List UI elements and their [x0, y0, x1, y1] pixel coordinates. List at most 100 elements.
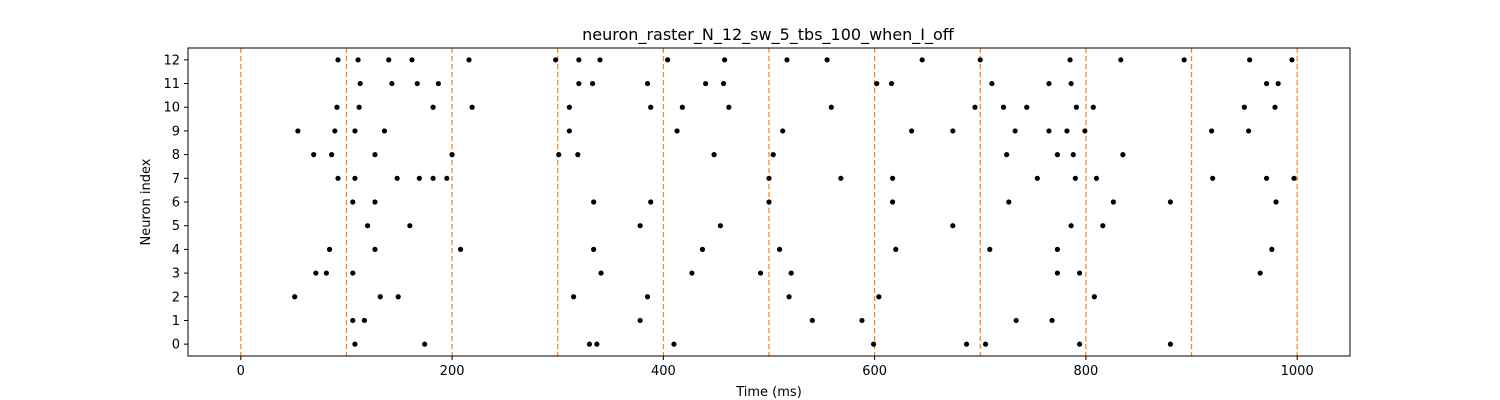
spike-point-n11-0 — [357, 80, 363, 87]
y-tick-label-7: 7 — [172, 172, 180, 187]
spike-point-n5-6 — [1100, 223, 1106, 229]
spike-point-n3-9 — [1257, 270, 1263, 276]
spike-point-n1-0 — [350, 317, 356, 324]
x-tick-label-0: 0 — [237, 364, 245, 379]
spike-point-n0-0 — [352, 341, 358, 347]
spike-point-n12-0 — [335, 57, 341, 63]
y-tick-label-12: 12 — [163, 53, 180, 68]
spike-point-n3-4 — [689, 270, 695, 276]
chart-title: neuron_raster_N_12_sw_5_tbs_100_when_I_o… — [582, 25, 955, 45]
spike-point-n1-3 — [809, 317, 815, 324]
spike-point-n9-7 — [909, 128, 915, 134]
spike-point-n3-0 — [313, 270, 319, 276]
spike-point-n0-6 — [963, 341, 970, 347]
y-tick-label-0: 0 — [172, 338, 180, 353]
spike-point-n10-5 — [648, 104, 654, 110]
spike-point-n10-8 — [828, 104, 834, 110]
spike-point-n7-8 — [889, 175, 896, 181]
spike-point-n11-9 — [874, 80, 880, 87]
spike-point-n1-4 — [859, 317, 865, 324]
spike-point-n5-4 — [950, 223, 956, 229]
spike-point-n10-11 — [1024, 104, 1030, 110]
spike-point-n4-2 — [457, 246, 464, 252]
spike-point-n5-3 — [717, 223, 724, 229]
spike-point-n7-13 — [1263, 175, 1270, 181]
spike-point-n9-5 — [674, 128, 680, 134]
spike-point-n9-1 — [332, 128, 338, 134]
spike-point-n3-1 — [323, 270, 329, 276]
spike-point-n9-3 — [381, 128, 388, 134]
y-tick-label-10: 10 — [163, 101, 180, 116]
spike-point-n0-3 — [594, 341, 600, 347]
spike-point-n11-7 — [703, 80, 709, 87]
spike-point-n10-3 — [469, 104, 475, 110]
spike-point-n11-3 — [435, 80, 441, 87]
spike-point-n0-2 — [586, 341, 593, 347]
spike-point-n6-0 — [350, 199, 356, 205]
spike-point-n11-14 — [1263, 80, 1270, 87]
spike-point-n8-7 — [770, 152, 776, 158]
spike-point-n1-6 — [1049, 317, 1055, 324]
x-tick-label-3: 600 — [862, 364, 887, 379]
spike-point-n12-15 — [1118, 57, 1124, 63]
y-axis-label: Neuron index — [139, 158, 154, 245]
spike-point-n12-12 — [919, 57, 925, 63]
spike-point-n2-5 — [786, 294, 792, 300]
spike-point-n5-0 — [364, 223, 371, 229]
spike-point-n2-2 — [395, 294, 401, 300]
spike-point-n3-5 — [757, 270, 764, 276]
spike-point-n11-8 — [720, 80, 727, 87]
spike-point-n8-10 — [1070, 152, 1076, 158]
spike-point-n2-7 — [1091, 294, 1097, 300]
spike-point-n9-6 — [780, 128, 786, 134]
spike-point-n6-1 — [372, 199, 378, 205]
spike-point-n8-0 — [311, 152, 317, 158]
x-tick-label-4: 800 — [1073, 364, 1098, 379]
spike-point-n7-9 — [1034, 175, 1040, 181]
spike-point-n0-1 — [422, 341, 428, 347]
spike-point-n4-9 — [1269, 246, 1275, 252]
spike-point-n9-14 — [1245, 128, 1252, 134]
spike-point-n4-1 — [372, 246, 378, 252]
spike-point-n10-13 — [1090, 104, 1096, 110]
spike-point-n12-13 — [977, 57, 983, 63]
spike-point-n9-10 — [1046, 128, 1052, 134]
spike-point-n6-7 — [1110, 199, 1116, 205]
spike-point-n12-16 — [1181, 57, 1187, 63]
spike-point-n0-5 — [870, 341, 877, 347]
spike-point-n3-2 — [350, 270, 356, 276]
spike-point-n4-8 — [1054, 246, 1060, 252]
spike-point-n7-11 — [1093, 175, 1100, 181]
spike-point-n12-7 — [597, 57, 603, 63]
spike-point-n3-8 — [1076, 270, 1083, 276]
spike-point-n11-11 — [989, 80, 995, 87]
spike-point-n6-4 — [766, 199, 772, 205]
spike-point-n0-9 — [1167, 341, 1174, 347]
spike-point-n6-3 — [648, 199, 654, 205]
spike-point-n12-11 — [824, 57, 830, 63]
spike-point-n2-6 — [876, 294, 882, 300]
spike-point-n8-6 — [711, 152, 717, 158]
spike-point-n11-12 — [1046, 80, 1052, 87]
spike-point-n12-1 — [355, 57, 361, 63]
spike-point-n0-8 — [1076, 341, 1083, 347]
x-tick-label-1: 200 — [440, 364, 465, 379]
spike-point-n4-5 — [776, 246, 783, 252]
spike-point-n9-13 — [1209, 128, 1215, 134]
spike-point-n10-6 — [679, 104, 685, 110]
spike-point-n6-5 — [889, 199, 896, 205]
spike-point-n12-9 — [722, 57, 728, 63]
spike-point-n10-10 — [1000, 104, 1007, 110]
spike-point-n11-2 — [414, 80, 420, 87]
spike-point-n5-5 — [1068, 223, 1074, 229]
spike-point-n11-5 — [589, 80, 596, 87]
spike-point-n1-5 — [1013, 317, 1019, 324]
spike-point-n6-8 — [1167, 199, 1174, 205]
spike-point-n8-2 — [372, 152, 378, 158]
y-tick-label-6: 6 — [172, 196, 180, 211]
spike-point-n7-7 — [838, 175, 844, 181]
spike-point-n3-3 — [598, 270, 604, 276]
spike-point-n12-3 — [409, 57, 415, 63]
spike-point-n6-2 — [591, 199, 597, 205]
